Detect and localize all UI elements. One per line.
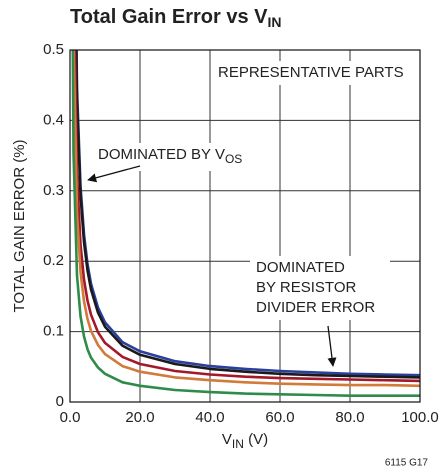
annotation: BY RESISTOR	[256, 279, 356, 296]
plot-frame	[69, 49, 421, 403]
footnote: 6115 G17	[385, 458, 429, 469]
series-line	[75, 50, 420, 379]
y-tick-label: 0	[56, 393, 64, 410]
series-line	[73, 50, 420, 383]
label-bg	[214, 61, 410, 85]
x-tick-label: 60.0	[265, 409, 294, 426]
x-axis-label: VIN (V)	[222, 431, 268, 451]
y-tick-label: 0.5	[43, 41, 64, 58]
label-bg	[250, 256, 390, 320]
x-tick-label: 0.0	[60, 409, 81, 426]
y-tick-label: 0.2	[43, 252, 64, 269]
annotation: DIVIDER ERROR	[256, 299, 375, 316]
y-tick-label: 0.1	[43, 323, 64, 340]
arrow	[327, 325, 337, 367]
series-line	[72, 50, 420, 388]
series-line	[71, 50, 420, 397]
x-tick-label: 20.0	[125, 409, 154, 426]
x-tick-label: 40.0	[195, 409, 224, 426]
annotation: DOMINATED BY VOS	[98, 146, 242, 166]
y-tick-label: 0.4	[43, 111, 64, 128]
y-tick-label: 0.3	[43, 182, 64, 199]
x-tick-label: 80.0	[335, 409, 364, 426]
arrow	[87, 165, 141, 183]
y-axis-label: TOTAL GAIN ERROR (%)	[11, 139, 28, 312]
annotation: DOMINATED	[256, 259, 345, 276]
x-tick-label: 100.0	[401, 409, 439, 426]
chart-title: Total Gain Error vs VIN	[70, 6, 281, 29]
annotation: REPRESENTATIVE PARTS	[218, 64, 404, 81]
label-bg	[94, 143, 260, 171]
